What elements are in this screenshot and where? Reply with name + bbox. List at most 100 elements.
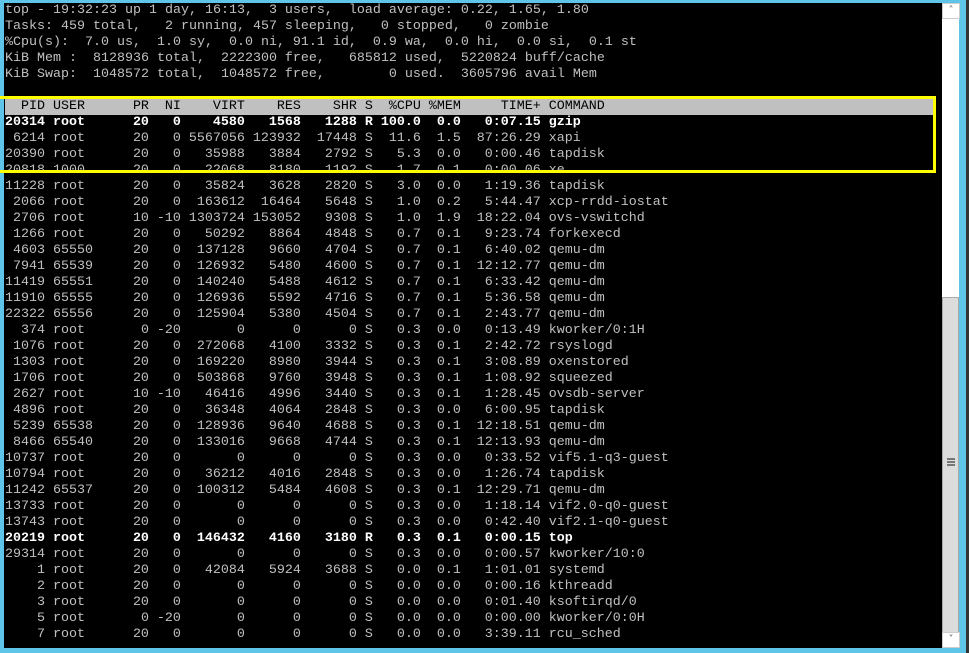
- process-row[interactable]: 11242 65537 20 0 100312 5484 4608 S 0.3 0.1 12:29.…: [5, 483, 605, 499]
- chevron-up-icon[interactable]: ˄: [942, 3, 960, 19]
- cell-res: 4160: [268, 531, 301, 546]
- process-row[interactable]: 1706 root 20 0 503868 9760 3948 S 0.3 0.1 1:08.92 s…: [5, 371, 613, 387]
- process-row[interactable]: 374 root 0 -20 0 0 0 S 0.3 0.0 0:13.49 kworker/0:1H: [5, 323, 645, 339]
- process-row[interactable]: 11910 65555 20 0 126936 5592 4716 S 0.7 0.1 5:36.5…: [5, 291, 605, 307]
- cell-s: S: [364, 403, 373, 418]
- cell-ni: -10: [156, 211, 181, 226]
- process-row[interactable]: 1 root 20 0 42084 5924 3688 S 0.0 0.1 1:01.01 syste…: [5, 563, 605, 579]
- process-row[interactable]: 10737 root 20 0 0 0 0 S 0.3 0.0 0:33.52 vif5.1-q3-g…: [5, 451, 669, 467]
- cell-user: root: [52, 115, 85, 130]
- process-row[interactable]: 10794 root 20 0 36212 4016 2848 S 0.3 0.0 1:26.74 t…: [5, 467, 605, 483]
- process-row[interactable]: 1303 root 20 0 169220 8980 3944 S 0.3 0.1 3:08.89 o…: [5, 355, 629, 371]
- process-row[interactable]: 22322 65556 20 0 125904 5380 4504 S 0.7 0.1 2:43.7…: [5, 307, 605, 323]
- cell-pid: 13743: [5, 515, 45, 530]
- process-row[interactable]: 7941 65539 20 0 126932 5480 4600 S 0.7 0.1 12:12.7…: [5, 259, 605, 275]
- cell-time: 2:42.72: [484, 339, 541, 354]
- cell-shr: 3332: [324, 339, 357, 354]
- cell-mem: 0.1: [436, 243, 461, 258]
- cell-s: S: [364, 595, 373, 610]
- process-row[interactable]: 3 root 20 0 0 0 0 S 0.0 0.0 0:01.40 ksoftirqd/0: [5, 595, 637, 611]
- process-row[interactable]: 5239 65538 20 0 128936 9640 4688 S 0.3 0.1 12:18.5…: [5, 419, 605, 435]
- cell-time: 0:00.06: [484, 163, 541, 178]
- process-row[interactable]: 1076 root 20 0 272068 4100 3332 S 0.3 0.1 2:42.72 r…: [5, 339, 613, 355]
- cell-mem: 0.1: [436, 227, 461, 242]
- cell-s: S: [364, 323, 373, 338]
- cell-pid: 2627: [12, 387, 45, 402]
- process-row[interactable]: 11419 65551 20 0 140240 5488 4612 S 0.7 0.1 6:33.4…: [5, 275, 605, 291]
- cell-cpu: 0.7: [396, 227, 421, 242]
- cell-ni: 0: [172, 467, 181, 482]
- chevron-down-icon[interactable]: ˅: [942, 632, 960, 648]
- cell-virt: 169220: [196, 355, 245, 370]
- cell-pr: 0: [140, 323, 149, 338]
- cell-pr: 20: [132, 147, 149, 162]
- cell-cpu: 0.7: [396, 275, 421, 290]
- process-row[interactable]: 29314 root 20 0 0 0 0 S 0.3 0.0 0:00.57 kworker/10:…: [5, 547, 645, 563]
- cell-virt: 22068: [204, 163, 245, 178]
- cell-virt: 0: [236, 547, 245, 562]
- cell-pid: 2: [36, 579, 45, 594]
- cell-res: 0: [292, 547, 301, 562]
- cell-mem: 0.1: [436, 419, 461, 434]
- scrollbar-thumb[interactable]: [942, 297, 959, 633]
- summary-line: KiB Mem : 8128936 total, 2222300 free, 6…: [5, 51, 605, 66]
- cell-s: S: [364, 371, 373, 386]
- terminal-window[interactable]: top - 19:32:23 up 1 day, 16:13, 3 users,…: [4, 3, 942, 648]
- cell-time: 0:13.49: [484, 323, 541, 338]
- process-row[interactable]: 20818 1000 20 0 22068 8180 1192 S 1.7 0.1 0:00.06 x…: [5, 163, 565, 179]
- cell-mem: 0.1: [436, 163, 461, 178]
- cell-time: 87:26.29: [476, 131, 541, 146]
- process-row[interactable]: 6214 root 20 0 5567056 123932 17448 S 11.6 1.5 87:…: [5, 131, 581, 147]
- cell-res: 0: [292, 499, 301, 514]
- process-row[interactable]: 11228 root 20 0 35824 3628 2820 S 3.0 0.0 1:19.36 t…: [5, 179, 605, 195]
- process-row[interactable]: 1266 root 20 0 50292 8864 4848 S 0.7 0.1 9:23.74 fo…: [5, 227, 621, 243]
- cell-pid: 10737: [5, 451, 45, 466]
- cell-s: S: [364, 307, 373, 322]
- cell-cmd: ovsdb-server: [548, 387, 645, 402]
- cell-time: 12:18.51: [476, 419, 541, 434]
- cell-cmd: xapi: [548, 131, 581, 146]
- process-row[interactable]: 5 root 0 -20 0 0 0 S 0.0 0.0 0:00.00 kworker/0:0H: [5, 611, 645, 627]
- cell-cpu: 0.3: [396, 403, 421, 418]
- cell-mem: 0.2: [436, 195, 461, 210]
- process-row[interactable]: 4603 65550 20 0 137128 9660 4704 S 0.7 0.1 6:40.02…: [5, 243, 605, 259]
- process-row[interactable]: 20219 root 20 0 146432 4160 3180 R 0.3 0.1 0:00.15…: [5, 531, 573, 547]
- cell-mem: 0.0: [436, 595, 461, 610]
- cell-res: 123932: [252, 131, 301, 146]
- process-row[interactable]: 20314 root 20 0 4580 1568 1288 R 100.0 0.0 0:07.15…: [5, 115, 581, 131]
- cell-pid: 2706: [12, 211, 45, 226]
- process-row[interactable]: 20390 root 20 0 35988 3884 2792 S 5.3 0.0 0:00.46 t…: [5, 147, 605, 163]
- cell-mem: 0.1: [436, 291, 461, 306]
- process-row[interactable]: 2627 root 10 -10 46416 4996 3440 S 0.3 0.1 1:28.45…: [5, 387, 645, 403]
- cell-cpu: 0.3: [396, 483, 421, 498]
- cell-pid: 7: [36, 627, 45, 642]
- cell-time: 0:07.15: [484, 115, 541, 130]
- cell-cmd: forkexecd: [548, 227, 621, 242]
- process-row[interactable]: 2 root 20 0 0 0 0 S 0.0 0.0 0:00.16 kthreadd: [5, 579, 613, 595]
- process-row[interactable]: 2706 root 10 -10 1303724 153052 9308 S 1.0 1.9 18:…: [5, 211, 645, 227]
- cell-s: S: [364, 131, 373, 146]
- process-row[interactable]: 2066 root 20 0 163612 16464 5648 S 1.0 0.2 5:44.47…: [5, 195, 669, 211]
- cell-cmd: qemu-dm: [548, 291, 605, 306]
- cell-ni: 0: [172, 403, 181, 418]
- cell-mem: 0.0: [436, 179, 461, 194]
- cell-virt: 35988: [204, 147, 245, 162]
- cell-virt: 0: [236, 627, 245, 642]
- process-row[interactable]: 13743 root 20 0 0 0 0 S 0.3 0.0 0:42.40 vif2.1-q0-g…: [5, 515, 669, 531]
- cell-s: S: [364, 467, 373, 482]
- cell-cpu: 1.0: [396, 211, 421, 226]
- cell-res: 4016: [268, 467, 301, 482]
- cell-res: 5924: [268, 563, 301, 578]
- cell-shr: 0: [348, 323, 357, 338]
- cell-shr: 0: [348, 611, 357, 626]
- cell-pr: 0: [140, 611, 149, 626]
- process-row[interactable]: 4896 root 20 0 36348 4064 2848 S 0.3 0.0 6:00.95 ta…: [5, 403, 605, 419]
- cell-time: 0:00.15: [484, 531, 541, 546]
- cell-cmd: vif5.1-q3-guest: [548, 451, 669, 466]
- vertical-scrollbar[interactable]: ˄ ˅: [942, 3, 960, 648]
- cell-cmd: tapdisk: [548, 403, 605, 418]
- process-row[interactable]: 7 root 20 0 0 0 0 S 0.0 0.0 3:39.11 rcu_sched: [5, 627, 621, 643]
- column-header-row: PID USER PR NI VIRT RES SHR S %CPU %MEM TIME+ COMMA…: [5, 99, 933, 115]
- process-row[interactable]: 13733 root 20 0 0 0 0 S 0.3 0.0 1:18.14 vif2.0-q0-g…: [5, 499, 669, 515]
- process-row[interactable]: 8466 65540 20 0 133016 9668 4744 S 0.3 0.1 12:13.9…: [5, 435, 605, 451]
